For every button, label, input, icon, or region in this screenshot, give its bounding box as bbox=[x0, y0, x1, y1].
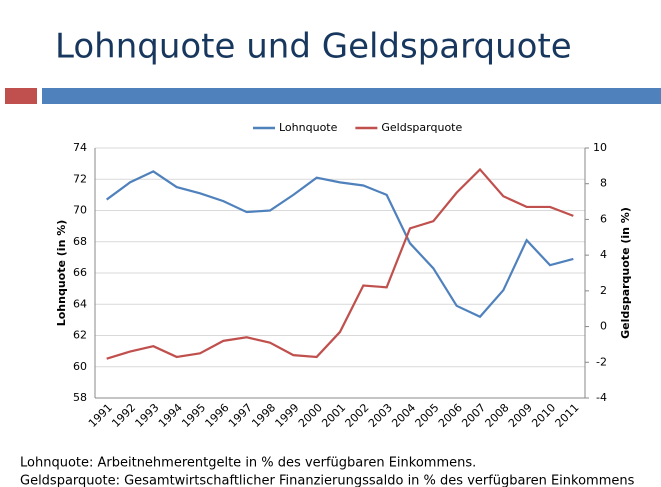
y2-tick-label: 10 bbox=[593, 141, 607, 154]
y-tick-label: 62 bbox=[73, 329, 87, 342]
y2-tick-label: 2 bbox=[600, 284, 607, 297]
y2-axis-label: Geldsparquote (in %) bbox=[619, 207, 632, 339]
accent-bar bbox=[5, 88, 37, 104]
legend-label: Lohnquote bbox=[279, 121, 338, 134]
accent-bar bbox=[42, 88, 661, 104]
y2-tick-label: 6 bbox=[600, 212, 607, 225]
y-tick-label: 60 bbox=[73, 360, 87, 373]
y-tick-label: 68 bbox=[73, 235, 87, 248]
y2-tick-label: 8 bbox=[600, 177, 607, 190]
y-tick-label: 66 bbox=[73, 266, 87, 279]
series-line bbox=[106, 170, 574, 319]
slide-title: Lohnquote und Geldsparquote bbox=[55, 27, 572, 67]
footnote: Lohnquote: Arbeitnehmerentgelte in % des… bbox=[20, 456, 476, 471]
y-tick-label: 74 bbox=[73, 141, 87, 154]
y-tick-label: 64 bbox=[73, 297, 87, 310]
legend-label: Geldsparquote bbox=[381, 121, 462, 134]
y2-tick-label: -4 bbox=[596, 391, 607, 404]
y-axis-label: Lohnquote (in %) bbox=[55, 220, 68, 327]
y2-tick-label: 4 bbox=[600, 248, 607, 261]
y2-tick-label: 0 bbox=[600, 320, 607, 333]
series-line bbox=[106, 167, 574, 360]
y-tick-label: 72 bbox=[73, 172, 87, 185]
footnote: Geldsparquote: Gesamtwirtschaftlicher Fi… bbox=[20, 474, 635, 487]
y2-tick-label: -2 bbox=[596, 355, 607, 368]
y-tick-label: 70 bbox=[73, 204, 87, 217]
y-tick-label: 58 bbox=[73, 391, 87, 404]
